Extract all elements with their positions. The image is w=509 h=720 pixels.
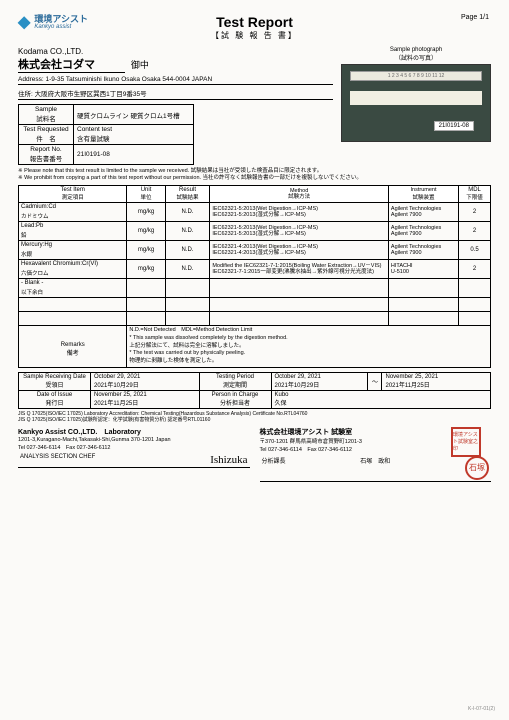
photo-caption-jp: （試料の写真）: [395, 56, 437, 62]
result-row: Cadmium:Cdカドミウムmg/kgN.D.IEC62321-5:2013(…: [19, 203, 491, 222]
title-en: Test Report: [18, 14, 491, 30]
remarks-row: Remarks備考 N.D.=Not Detected MDL=Method D…: [19, 326, 491, 367]
photo-caption-en: Sample photograph: [390, 47, 442, 53]
sample-value: 硬質クロムライン 硬質クロム1号槽: [74, 105, 194, 125]
accreditation: JIS Q 17025(ISO/IEC 17025) Laboratory Ac…: [18, 411, 491, 423]
recv-val: October 29, 20212021年10月29日: [91, 372, 200, 390]
sample-photo: 1 2 3 4 5 6 7 8 9 10 11 12 21I0191-08: [341, 64, 491, 142]
mdl-cell: 2: [459, 222, 491, 241]
instrument-cell: Agilent TechnologiesAgilent 7900: [388, 241, 458, 260]
pic-val: Kubo久保: [271, 390, 491, 408]
hdr-result: Result試験結果: [165, 186, 210, 203]
result-cell: N.D.: [165, 222, 210, 241]
test-value: Content test含有量試験: [74, 125, 194, 145]
hdr-method: Method試験方法: [210, 186, 389, 203]
method-cell: IEC62321-5:2013(Wet Digestion→ICP-MS)IEC…: [210, 222, 389, 241]
tilde: ～: [368, 372, 382, 390]
page: Page 1/1 ◆ 環境アシスト Kankyo assist Test Rep…: [0, 0, 509, 720]
page-number: Page 1/1: [461, 14, 489, 21]
chief-signature: Ishizuka: [210, 454, 247, 466]
result-row: Mercury:Hg水銀mg/kgN.D.IEC62321-4:2013(Wet…: [19, 241, 491, 260]
issue-val: November 25, 20212021年11月25日: [91, 390, 200, 408]
onchu: 御中: [131, 60, 149, 70]
address-jp: 住所: 大阪府大阪市生野区巽西1丁目9番35号: [18, 87, 333, 100]
photo-label: 21I0191-08: [434, 121, 474, 131]
unit-cell: mg/kg: [127, 241, 165, 260]
footer-table: Sample Receiving Date受領日 October 29, 202…: [18, 372, 491, 409]
square-stamp: 環境アシスト試験室之印: [451, 427, 481, 457]
form-code: K-I-07-01(2): [468, 706, 495, 712]
period-to: November 25, 20212021年11月25日: [382, 372, 491, 390]
logo-icon: ◆: [18, 12, 30, 32]
title-block: Test Report 【試 験 報 告 書】: [18, 14, 491, 41]
unit-cell: mg/kg: [127, 222, 165, 241]
instrument-cell: Agilent TechnologiesAgilent 7900: [388, 222, 458, 241]
logo-en: Kankyo assist: [34, 24, 88, 30]
result-cell: N.D.: [165, 241, 210, 260]
hdr-mdl: MDL下限値: [459, 186, 491, 203]
unit-cell: mg/kg: [127, 260, 165, 279]
pic-label: Person in Charge分析担当者: [199, 390, 271, 408]
method-cell: Modified the IEC62321-7-1:2015(Boiling W…: [210, 260, 389, 279]
photo-block: Sample photograph （試料の写真） 1 2 3 4 5 6 7 …: [341, 47, 491, 165]
address-en: Address: 1-9-35 Tatsuminishi Ikuno Osaka…: [18, 75, 333, 85]
period-label: Testing Period測定期間: [199, 372, 271, 390]
client-en: Kodama CO.,LTD.: [18, 47, 333, 56]
instrument-cell: Agilent TechnologiesAgilent 7900: [388, 203, 458, 222]
sample-strip: [350, 91, 482, 105]
method-cell: IEC62321-5:2013(Wet Digestion→ICP-MS)IEC…: [210, 203, 389, 222]
hdr-instrument: Instrument試験装置: [388, 186, 458, 203]
lab-name-en: Kankyo Assist CO.,LTD. Laboratory: [18, 427, 250, 437]
mdl-cell: 2: [459, 203, 491, 222]
blank-row: - Blank -以下余白: [19, 279, 491, 298]
notes: ※ Please note that this test result is l…: [18, 168, 491, 182]
chief-label: ANALYSIS SECTION CHEF: [20, 454, 95, 466]
empty-row: [19, 312, 491, 326]
signer-name: 石塚 政和: [360, 456, 390, 480]
results-table: Test Item測定項目 Unit単位 Result試験結果 Method試験…: [18, 185, 491, 367]
period-from: October 29, 20212021年10月29日: [271, 372, 368, 390]
result-row: Lead:Pb鉛mg/kgN.D.IEC62321-5:2013(Wet Dig…: [19, 222, 491, 241]
unit-cell: mg/kg: [127, 203, 165, 222]
mdl-cell: 0.5: [459, 241, 491, 260]
mdl-cell: 2: [459, 260, 491, 279]
result-row: Hexavalent Chromium:Cr(VI)六価クロムmg/kgN.D.…: [19, 260, 491, 279]
item-cell: Cadmium:Cdカドミウム: [19, 203, 127, 222]
item-cell: Mercury:Hg水銀: [19, 241, 127, 260]
signature-row: Kankyo Assist CO.,LTD. Laboratory 1201-3…: [18, 427, 491, 482]
title-jp: 【試 験 報 告 書】: [18, 30, 491, 41]
ruler: 1 2 3 4 5 6 7 8 9 10 11 12: [350, 71, 482, 81]
test-label: Test Requested件 名: [19, 125, 74, 145]
recv-label: Sample Receiving Date受領日: [19, 372, 91, 390]
method-cell: IEC62321-4:2013(Wet Digestion→ICP-MS)IEC…: [210, 241, 389, 260]
note-2: ※ We prohibit from copying a part of thi…: [18, 175, 491, 182]
lab-tel-en: Tel 027-346-6114 Fax 027-346-6112: [18, 443, 250, 451]
result-cell: N.D.: [165, 260, 210, 279]
dept-label: 分析課長: [262, 456, 286, 480]
hdr-item: Test Item測定項目: [19, 186, 127, 203]
report-label: Report No.報告書番号: [19, 145, 74, 165]
client-block: Kodama CO.,LTD. 株式会社コダマ 御中 Address: 1-9-…: [18, 47, 333, 165]
sample-label: Sample試料名: [19, 105, 74, 125]
result-cell: N.D.: [165, 203, 210, 222]
logo-jp: 環境アシスト: [34, 15, 88, 24]
empty-row: [19, 298, 491, 312]
round-stamp: 石塚: [465, 456, 489, 480]
client-jp: 株式会社コダマ: [18, 56, 125, 73]
issue-label: Date of Issue発行日: [19, 390, 91, 408]
hdr-unit: Unit単位: [127, 186, 165, 203]
instrument-cell: HITACHIU-5100: [388, 260, 458, 279]
report-value: 21I0191-08: [74, 145, 194, 165]
item-cell: Hexavalent Chromium:Cr(VI)六価クロム: [19, 260, 127, 279]
meta-table: Sample試料名 硬質クロムライン 硬質クロム1号槽 Test Request…: [18, 104, 194, 165]
item-cell: Lead:Pb鉛: [19, 222, 127, 241]
